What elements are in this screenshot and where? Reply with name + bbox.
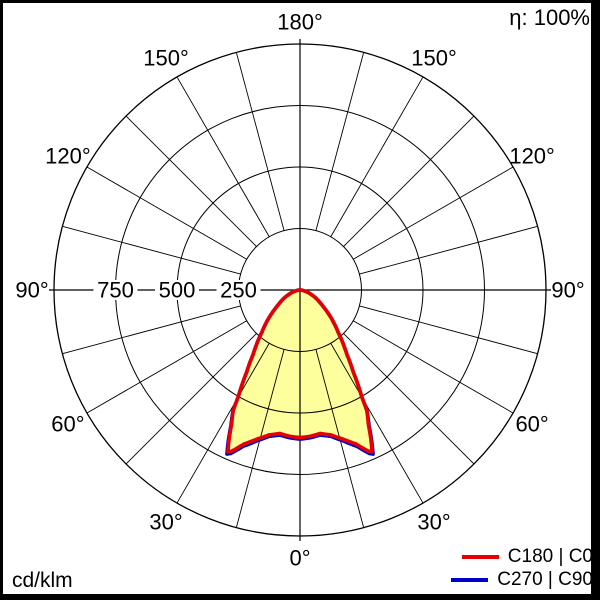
angle-label-90: 90° [15, 278, 48, 303]
angle-label-120: 120° [45, 144, 91, 169]
ring-label-750: 750 [97, 278, 134, 303]
grid-radial-line [125, 333, 257, 465]
grid-radial-line [353, 320, 514, 414]
legend-line-blue-icon [451, 577, 489, 582]
grid-radial-line [86, 166, 247, 260]
legend-item-c180-c0: C180 | C0 [461, 545, 593, 568]
grid-radial-line [330, 76, 424, 237]
grid-radial-line [330, 343, 424, 504]
efficiency-label: η: 100% [509, 5, 590, 30]
grid-radial-line [62, 305, 241, 355]
ring-label-500: 500 [159, 278, 196, 303]
angle-label-150: 150° [143, 45, 189, 70]
unit-label: cd/klm [12, 569, 73, 592]
angle-label-150: 150° [411, 45, 457, 70]
grid-radial-line [315, 52, 365, 231]
grid-radial-line [359, 305, 538, 355]
grid-radial-line [86, 320, 247, 414]
grid-radial-line [176, 76, 270, 237]
grid-radial-line [125, 115, 257, 247]
angle-label-60: 60° [51, 412, 84, 437]
legend-line-red-icon [461, 554, 499, 559]
ring-label-bg [93, 280, 138, 300]
ring-label-250: 250 [220, 278, 257, 303]
angle-label-90: 90° [551, 278, 584, 303]
angle-label-180: 180° [277, 10, 323, 35]
grid-radial-line [353, 166, 514, 260]
grid-radial-line [176, 343, 270, 504]
grid-radial-line [62, 225, 241, 275]
ring-label-bg [216, 280, 261, 300]
angle-label-0: 0° [289, 546, 310, 571]
ring-label-bg [155, 280, 199, 300]
angle-label-30: 30° [149, 510, 182, 535]
grid-radial-line [343, 333, 475, 465]
angle-label-30: 30° [417, 510, 450, 535]
angle-label-120: 120° [509, 144, 555, 169]
grid-radial-line [359, 225, 538, 275]
legend: C180 | C0 C270 | C90 [451, 545, 593, 591]
legend-label-c180-c0: C180 | C0 [507, 546, 593, 567]
legend-item-c270-c90: C270 | C90 [451, 568, 593, 591]
grid-radial-line [235, 52, 285, 231]
angle-label-60: 60° [515, 412, 548, 437]
curve-c180-c0 [226, 288, 374, 454]
grid-radial-line [343, 115, 475, 247]
legend-label-c270-c90: C270 | C90 [497, 569, 593, 590]
